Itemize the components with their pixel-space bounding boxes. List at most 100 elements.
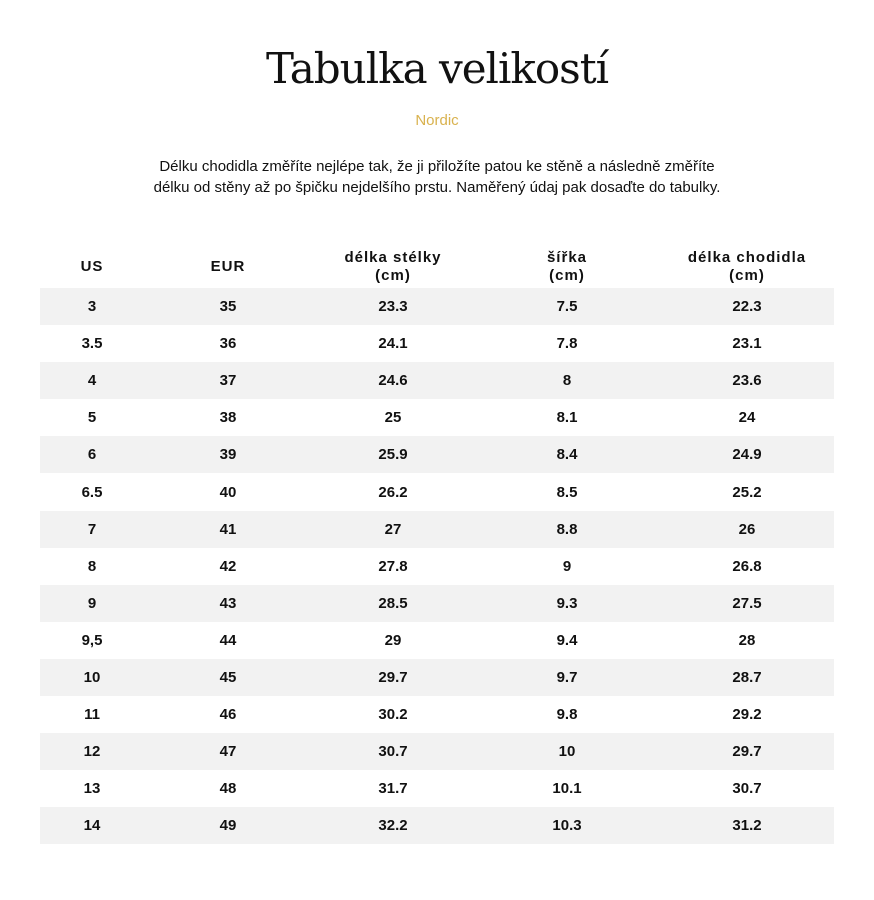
cell-eur: 36 <box>219 335 237 353</box>
description: Délku chodidla změříte nejlépe tak, že j… <box>0 156 874 198</box>
cell-foot-length: 29.2 <box>732 706 762 724</box>
table-row: 13 48 31.7 10.1 30.7 <box>40 770 834 807</box>
cell-width: 9.4 <box>556 631 578 649</box>
header-text: (cm) <box>375 267 411 284</box>
cell-eur: 38 <box>219 409 237 427</box>
table-row: 6.5 40 26.2 8.5 25.2 <box>40 473 834 510</box>
cell-insole-length: 27 <box>384 520 402 538</box>
header-text: délka chodidla <box>687 249 807 266</box>
cell-width: 10.3 <box>552 817 582 835</box>
table-row: 11 46 30.2 9.8 29.2 <box>40 696 834 733</box>
cell-insole-length: 29.7 <box>378 668 408 686</box>
cell-us: 7 <box>87 520 97 538</box>
cell-us: 12 <box>83 743 101 761</box>
cell-width: 8 <box>562 372 572 390</box>
cell-insole-length: 25 <box>384 409 402 427</box>
table-row: 3 35 23.3 7.5 22.3 <box>40 288 834 326</box>
header-text: EUR <box>210 258 246 275</box>
cell-us: 9 <box>87 594 97 612</box>
table-row: 9,5 44 29 9.4 28 <box>40 622 834 659</box>
cell-insole-length: 30.7 <box>378 743 408 761</box>
cell-width: 7.5 <box>556 298 578 316</box>
column-header-us: US <box>40 249 144 276</box>
table-row: 6 39 25.9 8.4 24.9 <box>40 436 834 474</box>
header-text: (cm) <box>549 267 585 284</box>
cell-foot-length: 27.5 <box>732 594 762 612</box>
cell-width: 9.8 <box>556 706 578 724</box>
column-header-insole-length: délka stélky (cm) <box>312 249 474 285</box>
cell-eur: 42 <box>219 557 237 575</box>
cell-eur: 37 <box>219 372 237 390</box>
table-row: 12 47 30.7 10 29.7 <box>40 733 834 771</box>
cell-width: 9.3 <box>556 594 578 612</box>
table-header-row: US EUR délka stélky (cm) šířka (cm) délka chod… <box>40 249 834 288</box>
cell-eur: 40 <box>219 483 237 501</box>
cell-foot-length: 29.7 <box>732 743 762 761</box>
cell-insole-length: 25.9 <box>378 446 408 464</box>
cell-insole-length: 24.1 <box>378 335 408 353</box>
cell-insole-length: 27.8 <box>378 557 408 575</box>
table-row: 8 42 27.8 9 26.8 <box>40 548 834 585</box>
cell-us: 10 <box>83 668 101 686</box>
cell-insole-length: 32.2 <box>378 817 408 835</box>
cell-eur: 35 <box>219 298 237 316</box>
description-line: délku od stěny až po špičku nejdelšího p… <box>153 179 721 196</box>
cell-width: 8.8 <box>556 520 578 538</box>
cell-foot-length: 22.3 <box>732 298 762 316</box>
cell-us: 11 <box>84 706 100 724</box>
table-row: 7 41 27 8.8 26 <box>40 510 834 548</box>
description-line: Délku chodidla změříte nejlépe tak, že j… <box>159 158 715 175</box>
column-header-foot-length: délka chodidla (cm) <box>660 249 834 285</box>
cell-eur: 44 <box>219 631 237 649</box>
cell-foot-length: 23.6 <box>732 372 762 390</box>
cell-foot-length: 26.8 <box>732 557 762 575</box>
cell-insole-length: 31.7 <box>378 780 408 798</box>
cell-width: 10 <box>558 743 576 761</box>
cell-us: 6 <box>87 446 97 464</box>
cell-width: 7.8 <box>556 335 578 353</box>
cell-width: 10.1 <box>552 780 582 798</box>
cell-insole-length: 24.6 <box>378 372 408 390</box>
cell-us: 3.5 <box>81 335 103 353</box>
cell-foot-length: 24 <box>738 409 756 427</box>
table-row: 3.5 36 24.1 7.8 23.1 <box>40 325 834 362</box>
cell-foot-length: 25.2 <box>732 483 762 501</box>
table-row: 4 37 24.6 8 23.6 <box>40 362 834 400</box>
header-text: délka stélky <box>344 249 442 266</box>
header-text: US <box>80 258 104 275</box>
cell-width: 8.5 <box>556 483 578 501</box>
brand-label: Nordic <box>415 112 459 129</box>
cell-insole-length: 23.3 <box>378 298 408 316</box>
cell-us: 3 <box>87 298 97 316</box>
cell-foot-length: 30.7 <box>732 780 762 798</box>
cell-eur: 46 <box>219 706 237 724</box>
cell-eur: 43 <box>219 594 237 612</box>
cell-width: 8.4 <box>556 446 578 464</box>
cell-us: 13 <box>83 780 101 798</box>
cell-eur: 49 <box>219 817 237 835</box>
cell-eur: 48 <box>219 780 237 798</box>
cell-eur: 41 <box>219 520 237 538</box>
cell-foot-length: 28 <box>738 631 756 649</box>
cell-width: 8.1 <box>556 409 578 427</box>
cell-width: 9 <box>562 557 572 575</box>
header-text: šířka <box>546 249 588 266</box>
cell-foot-length: 26 <box>738 520 756 538</box>
cell-us: 5 <box>87 409 97 427</box>
cell-eur: 47 <box>219 743 237 761</box>
table-row: 9 43 28.5 9.3 27.5 <box>40 584 834 622</box>
cell-us: 9,5 <box>81 631 103 649</box>
cell-insole-length: 26.2 <box>378 483 408 501</box>
cell-foot-length: 24.9 <box>732 446 762 464</box>
size-table: US EUR délka stélky (cm) šířka (cm) délka chod… <box>40 249 834 845</box>
table-row: 5 38 25 8.1 24 <box>40 399 834 436</box>
cell-foot-length: 31.2 <box>732 817 762 835</box>
cell-foot-length: 23.1 <box>732 335 762 353</box>
cell-insole-length: 30.2 <box>378 706 408 724</box>
cell-us: 4 <box>87 372 97 390</box>
page-title: Tabulka velikostí <box>265 44 609 93</box>
cell-insole-length: 28.5 <box>378 594 408 612</box>
cell-us: 6.5 <box>81 483 103 501</box>
column-header-width: šířka (cm) <box>474 249 660 285</box>
cell-insole-length: 29 <box>384 631 402 649</box>
